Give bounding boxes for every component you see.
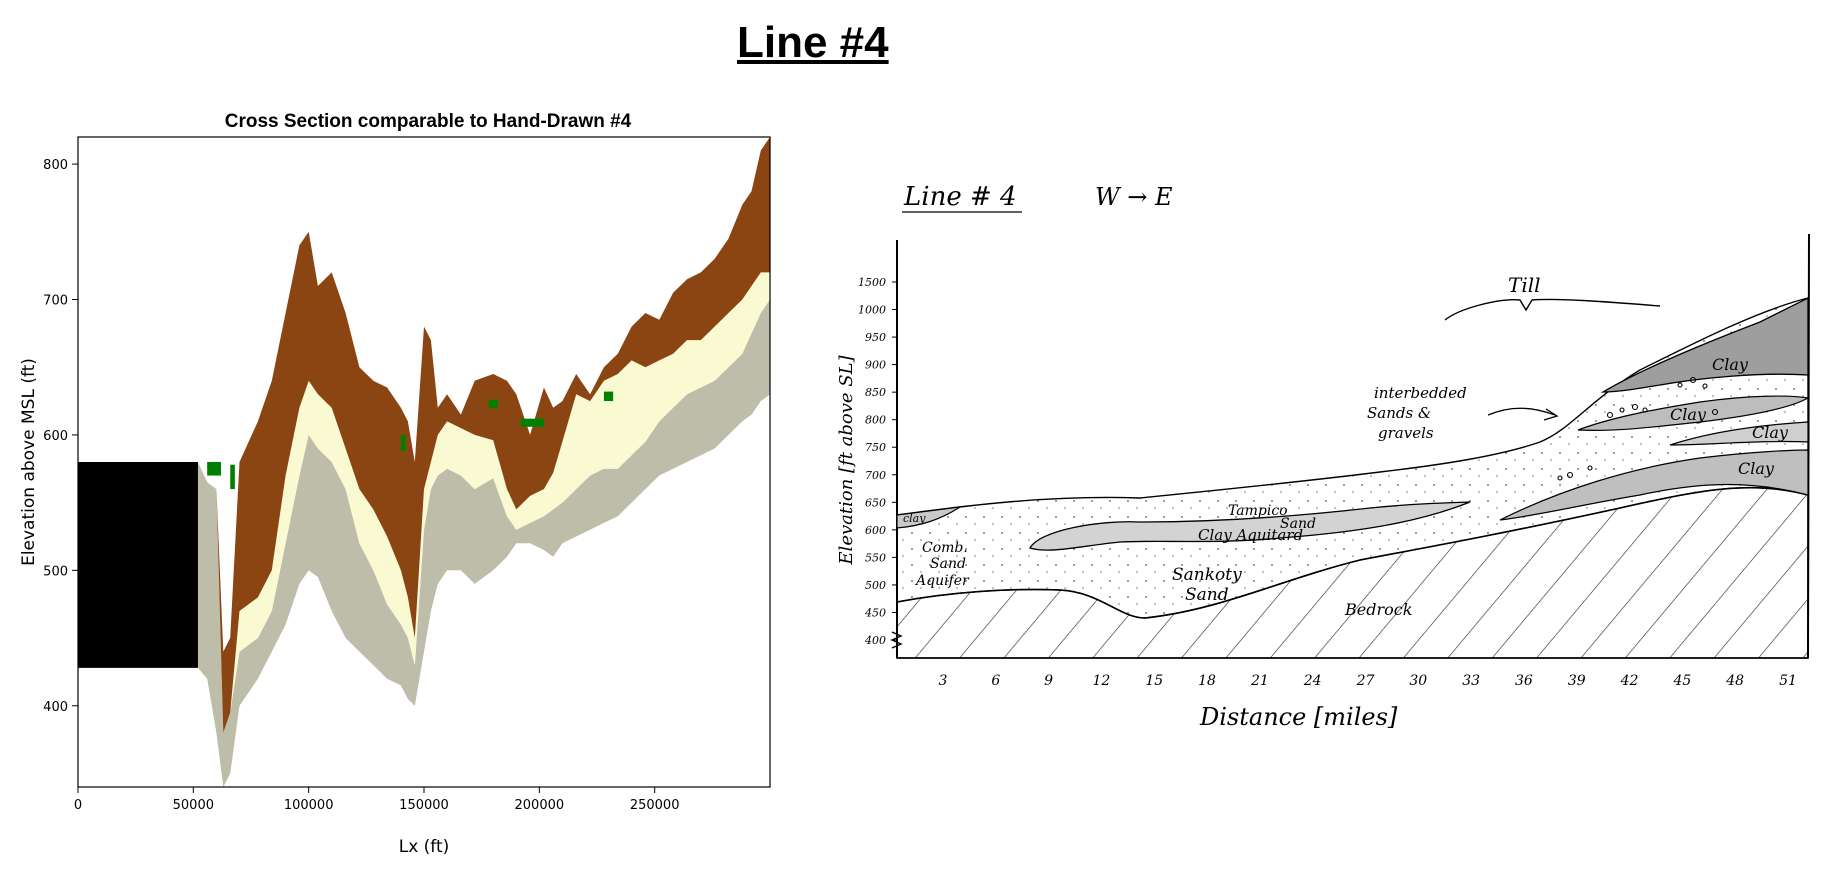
left-clay-label: clay — [903, 512, 926, 525]
sketch-x-tick-label: 48 — [1725, 673, 1744, 689]
sketch-x-tick-label: 27 — [1356, 673, 1375, 689]
till-label: Till — [1508, 273, 1541, 297]
cross-section-chart: Cross Section comparable to Hand-Drawn #… — [19, 111, 771, 857]
sketch-y-tick-label: 500 — [865, 579, 886, 592]
lower-clay-unit — [1499, 449, 1809, 521]
sketch-x-tick-label: 3 — [939, 673, 948, 689]
sketch-y-tick-label: 700 — [865, 469, 886, 482]
clay-label-3: Clay — [1752, 423, 1789, 442]
interbedded-arrowhead — [1543, 408, 1559, 421]
sketch-y-tick-label: 650 — [865, 496, 886, 509]
x-tick-label: 250000 — [630, 798, 680, 813]
sketch-x-tick-label: 45 — [1672, 673, 1691, 689]
y-tick-label: 700 — [43, 294, 68, 309]
middle-clay-unit — [1577, 395, 1810, 431]
interbedded-label-1: interbedded — [1374, 384, 1467, 402]
sketch-title: Line # 4 — [903, 182, 1017, 212]
sketch-y-tick-label: 1000 — [858, 304, 886, 317]
y-axis: 400 500 600 700 800 — [43, 158, 78, 715]
clay-label-1: Clay — [1712, 355, 1749, 374]
sketch-x-ticks: 3 6 9 12 15 18 21 24 27 30 33 36 39 42 45 48 51 — [939, 673, 1797, 689]
interbedded-label-3: gravels — [1378, 424, 1434, 442]
gravel-symbols — [1557, 376, 1719, 481]
plot-area — [78, 137, 770, 787]
bedrock-label: Bedrock — [1344, 600, 1412, 619]
sankoty-label-1: Sankoty — [1172, 565, 1242, 585]
sketch-x-tick-label: 9 — [1044, 673, 1053, 689]
green-cell-patch — [400, 434, 406, 452]
y-tick-label: 500 — [43, 564, 68, 579]
x-tick-label: 50000 — [173, 798, 214, 813]
sketch-y-tick-label: 950 — [865, 331, 886, 344]
sand-layer-region — [78, 272, 770, 733]
y-tick-label: 800 — [43, 158, 68, 173]
sketch-x-tick-label: 18 — [1198, 673, 1216, 689]
left-clay-unit — [896, 506, 961, 529]
sketch-x-tick-label: 39 — [1568, 673, 1586, 689]
sketch-y-tick-label: 750 — [865, 441, 886, 454]
clay-aquitard-label: Clay Aquitard — [1198, 526, 1303, 544]
svg-text:Tampico Sand: Tampico Sand — [1228, 503, 1316, 532]
clay-label-4: Clay — [1738, 459, 1775, 478]
comb-label-1: Comb. — [922, 540, 968, 556]
sketch-x-tick-label: 24 — [1303, 673, 1322, 689]
sketch-x-label: Distance [miles] — [1199, 703, 1398, 731]
x-tick-label: 100000 — [284, 798, 334, 813]
top-layer-region — [78, 137, 770, 733]
green-cell-patch — [488, 399, 498, 408]
x-axis: 0 50000 100000 150000 200000 250000 — [74, 787, 680, 813]
inactive-cells-block — [78, 462, 198, 668]
y-tick-label: 400 — [43, 700, 68, 715]
sketch-y-ticks: 1500 1000 950 900 850 800 750 700 650 600 550 500 45… — [858, 276, 897, 647]
x-tick-label: 200000 — [515, 798, 565, 813]
comb-label-2: Sand — [930, 556, 966, 572]
lower-layer-region — [78, 299, 770, 787]
right-clay-unit — [1669, 421, 1809, 446]
y-axis-label: Elevation above MSL (ft) — [19, 358, 39, 566]
sketch-x-tick-label: 12 — [1093, 673, 1111, 689]
sketch-y-tick-label: 550 — [865, 551, 886, 564]
sketch-y-tick-label: 850 — [865, 386, 886, 399]
sketch-y-tick-label: 900 — [865, 359, 886, 372]
sketch-x-tick-label: 30 — [1409, 673, 1427, 689]
chart-title: Cross Section comparable to Hand-Drawn #… — [225, 111, 632, 132]
sketch-x-tick-label: 33 — [1462, 673, 1480, 689]
sketch-y-tick-label: 450 — [864, 606, 886, 619]
sketch-x-tick-label: 15 — [1145, 673, 1163, 689]
comb-label-3: Aquifer — [914, 573, 970, 589]
green-cell-patch — [520, 418, 544, 427]
sketch-x-tick-label: 42 — [1620, 673, 1639, 689]
sketch-y-tick-label: 800 — [865, 414, 886, 427]
tampico-label-2: Sand — [1280, 516, 1316, 532]
x-tick-label: 0 — [74, 798, 82, 813]
x-tick-label: 150000 — [399, 798, 449, 813]
x-axis-label: Lx (ft) — [399, 837, 450, 857]
sketch-x-tick-label: 6 — [991, 673, 1000, 689]
y-tick-label: 600 — [43, 429, 68, 444]
green-cell-patch — [603, 391, 614, 402]
svg-text:Sankoty Sand: Sankoty Sand — [1172, 565, 1247, 605]
interbedded-arrow — [1487, 407, 1556, 416]
sketch-direction: W → E — [1095, 183, 1173, 211]
svg-text:Comb. Sand Aquifer: Comb. Sand Aquifer — [914, 540, 972, 589]
till-bracket — [1444, 298, 1661, 321]
sankoty-label-2: Sand — [1185, 585, 1229, 605]
sketch-y-tick-label: 400 — [864, 634, 886, 647]
clay-aquitard-unit — [1029, 501, 1471, 551]
sketch-x-tick-label: 51 — [1779, 673, 1797, 689]
sketch-y-tick-label: 600 — [865, 524, 886, 537]
tampico-label-1: Tampico — [1228, 503, 1288, 519]
hand-drawn-cross-section: Line # 4 W → E Till interbedded Sands & … — [836, 182, 1810, 731]
sketch-x-tick-label: 21 — [1250, 673, 1269, 689]
interbedded-label-2: Sands & — [1367, 404, 1431, 422]
page-title: Line #4 — [737, 18, 889, 67]
sketch-y-tick-label: 1500 — [858, 276, 886, 289]
sketch-y-label: Elevation [ft above SL] — [836, 354, 857, 565]
clay-label-2: Clay — [1670, 405, 1707, 424]
sketch-x-tick-label: 36 — [1515, 673, 1533, 689]
svg-text:interbedded Sands & gr: interbedded Sands & gravels — [1367, 384, 1471, 442]
upper-clay-unit — [1600, 296, 1809, 393]
green-cell-patch — [230, 464, 235, 490]
green-cell-patch — [207, 462, 222, 476]
